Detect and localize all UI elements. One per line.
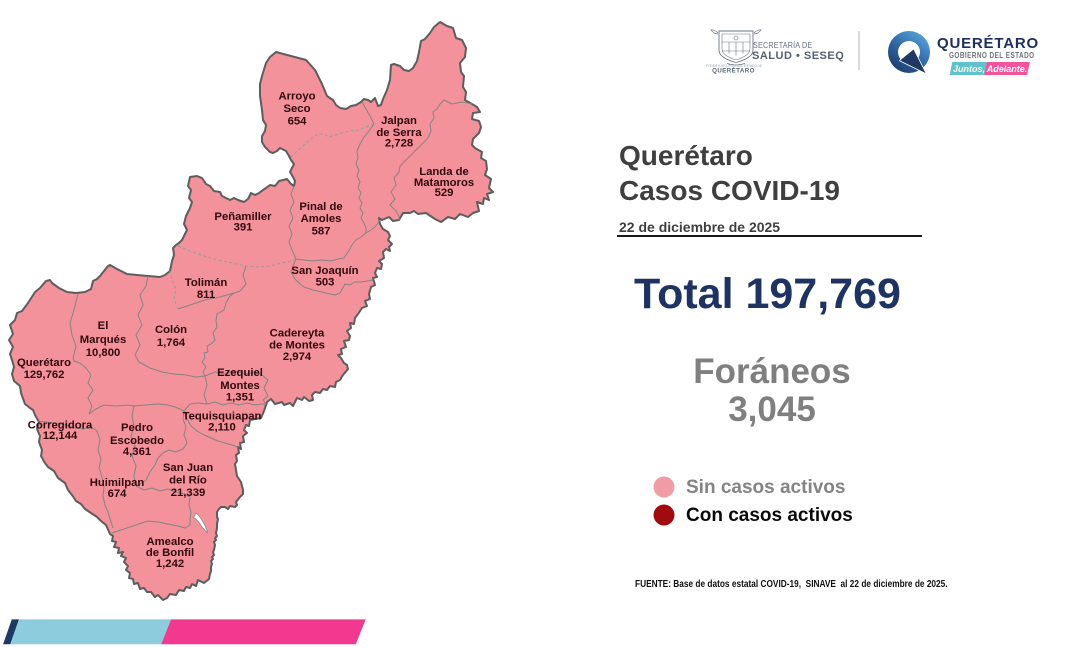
- svg-text:129,762: 129,762: [24, 369, 65, 381]
- svg-text:Cadereyta: Cadereyta: [270, 328, 325, 340]
- svg-text:4,361: 4,361: [123, 446, 151, 458]
- svg-text:12,144: 12,144: [43, 430, 78, 442]
- svg-text:San Juan: San Juan: [163, 462, 213, 474]
- svg-text:587: 587: [312, 226, 331, 238]
- svg-text:Escobedo: Escobedo: [110, 435, 164, 447]
- svg-text:de Bonfil: de Bonfil: [146, 547, 194, 559]
- svg-text:Huimilpan: Huimilpan: [90, 477, 145, 489]
- svg-text:1,242: 1,242: [156, 558, 184, 570]
- svg-text:Tolimán: Tolimán: [185, 277, 228, 289]
- svg-text:Colón: Colón: [155, 324, 187, 336]
- svg-text:Juntos,: Juntos,: [953, 64, 985, 74]
- svg-text:Tequisquiapan: Tequisquiapan: [183, 411, 262, 423]
- svg-text:de Montes: de Montes: [269, 340, 325, 352]
- svg-text:10,800: 10,800: [86, 347, 121, 359]
- svg-text:Adelante.: Adelante.: [986, 64, 1028, 74]
- svg-text:Pinal de: Pinal de: [299, 201, 342, 213]
- svg-text:Landa de: Landa de: [419, 166, 469, 178]
- svg-text:Montes: Montes: [220, 380, 260, 392]
- svg-text:2,728: 2,728: [385, 138, 413, 150]
- svg-text:Querétaro: Querétaro: [17, 357, 71, 369]
- svg-text:Con casos activos: Con casos activos: [686, 505, 853, 526]
- svg-text:2,110: 2,110: [208, 422, 236, 434]
- svg-text:529: 529: [435, 187, 454, 199]
- svg-text:Ezequiel: Ezequiel: [217, 367, 263, 379]
- svg-text:Sin casos activos: Sin casos activos: [686, 477, 845, 498]
- svg-text:San Joaquín: San Joaquín: [291, 265, 358, 277]
- svg-text:Marqués: Marqués: [80, 334, 126, 346]
- svg-text:503: 503: [316, 277, 335, 289]
- svg-text:Peñamiller: Peñamiller: [214, 211, 272, 223]
- svg-text:1,764: 1,764: [157, 337, 186, 349]
- svg-text:Seco: Seco: [283, 103, 310, 115]
- svg-text:391: 391: [234, 222, 253, 234]
- svg-text:Matamoros: Matamoros: [414, 177, 474, 189]
- svg-text:Pedro: Pedro: [121, 422, 153, 434]
- svg-text:1,351: 1,351: [226, 392, 254, 404]
- svg-text:2,974: 2,974: [283, 351, 312, 363]
- svg-text:El: El: [98, 320, 109, 332]
- svg-text:Arroyo: Arroyo: [278, 91, 315, 103]
- svg-text:Corregidora: Corregidora: [28, 420, 93, 432]
- svg-text:PODER EJECUTIVO DEL ESTADO DE: PODER EJECUTIVO DEL ESTADO DE: [706, 64, 762, 68]
- svg-text:811: 811: [197, 289, 215, 301]
- svg-text:de Serra: de Serra: [376, 127, 422, 139]
- svg-text:654: 654: [288, 116, 308, 128]
- svg-text:del Río: del Río: [169, 475, 207, 487]
- svg-text:21,339: 21,339: [171, 487, 206, 499]
- svg-text:Amoles: Amoles: [301, 213, 342, 225]
- svg-text:674: 674: [108, 488, 128, 500]
- svg-text:Jalpan: Jalpan: [381, 115, 417, 127]
- svg-text:QUERÉTARO: QUERÉTARO: [712, 67, 755, 75]
- svg-text:Amealco: Amealco: [146, 536, 193, 548]
